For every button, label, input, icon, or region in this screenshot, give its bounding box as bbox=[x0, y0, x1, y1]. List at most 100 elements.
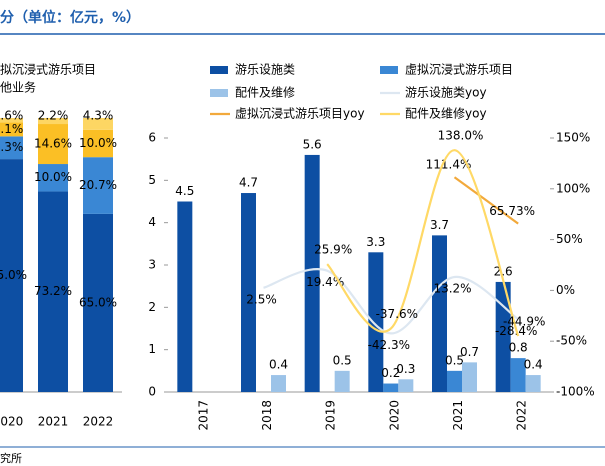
bar-segment bbox=[38, 118, 68, 125]
y2-tick-label: 0% bbox=[556, 283, 575, 297]
data-label: 10.0% bbox=[34, 170, 72, 184]
bar-segment bbox=[83, 157, 113, 214]
data-label: 0.3 bbox=[396, 362, 415, 376]
y2-tick-label: -50% bbox=[556, 334, 587, 348]
x-tick-label: 2017 bbox=[196, 400, 210, 431]
x-tick-label: 2019 bbox=[324, 400, 338, 431]
x-tick-label: 2022 bbox=[83, 415, 114, 429]
y-tick-label: 6 bbox=[148, 131, 156, 145]
bar bbox=[398, 379, 414, 392]
legend-label: 配件及维修 bbox=[235, 85, 295, 100]
legend-label: 其他业务 bbox=[0, 80, 36, 95]
data-label: 8.3% bbox=[0, 140, 23, 154]
data-label: 0.8 bbox=[509, 341, 528, 355]
data-label: -42.3% bbox=[368, 338, 410, 352]
legend-label: 游乐设施类 bbox=[235, 63, 295, 77]
bar-segment bbox=[38, 164, 68, 192]
data-label: 14.6% bbox=[34, 137, 72, 151]
data-label: 13.2% bbox=[433, 281, 471, 295]
y2-tick-label: 100% bbox=[556, 181, 590, 195]
legend-label: 配件及维修yoy bbox=[405, 106, 487, 121]
x-tick-label: 2018 bbox=[260, 400, 274, 431]
data-label: 4.7 bbox=[239, 176, 258, 190]
y2-tick-label: -100% bbox=[556, 385, 595, 399]
data-label: 0.4 bbox=[269, 358, 288, 372]
bar-segment bbox=[0, 118, 23, 123]
page-title: 分（单位：亿元，%） bbox=[0, 9, 140, 26]
y-tick-label: 2 bbox=[148, 300, 156, 314]
data-label: -44.9% bbox=[503, 315, 545, 329]
bar-segment bbox=[83, 118, 113, 130]
data-label: 85.0% bbox=[0, 268, 27, 282]
bar-segment bbox=[38, 191, 68, 392]
data-label: 73.2% bbox=[34, 284, 72, 298]
bar-segment bbox=[83, 129, 113, 158]
data-label: 2.6 bbox=[494, 264, 513, 278]
data-label: 2.2% bbox=[38, 109, 69, 123]
data-label: 2.5% bbox=[246, 292, 277, 306]
bar bbox=[271, 375, 286, 392]
bar bbox=[447, 370, 462, 392]
bar-segment bbox=[0, 136, 23, 160]
legend-label: 游乐设施类yoy bbox=[405, 86, 487, 100]
data-label: 111.4% bbox=[426, 158, 472, 172]
data-label: -37.6% bbox=[376, 307, 418, 321]
x-tick-label: 2020 bbox=[0, 415, 23, 429]
y-tick-label: 0 bbox=[148, 385, 156, 399]
y-tick-label: 3 bbox=[148, 258, 156, 272]
bar-segment bbox=[83, 213, 113, 392]
data-label: 138.0% bbox=[438, 129, 484, 143]
bar-segment bbox=[0, 159, 23, 392]
bar bbox=[241, 193, 256, 392]
source-note: 究所 bbox=[0, 451, 22, 465]
legend-swatch bbox=[210, 66, 228, 74]
bar bbox=[368, 252, 384, 392]
y-tick-label: 4 bbox=[148, 215, 156, 229]
data-label: 19.4% bbox=[306, 275, 344, 289]
bar bbox=[383, 383, 399, 392]
y-tick-label: 5 bbox=[148, 173, 156, 187]
data-label: 5.6 bbox=[303, 137, 322, 151]
y2-tick-label: 150% bbox=[556, 131, 590, 145]
data-label: 0.2 bbox=[381, 366, 400, 380]
data-label: 3.7 bbox=[430, 218, 449, 232]
x-tick-label: 2020 bbox=[387, 400, 401, 431]
yoy-line bbox=[326, 149, 520, 337]
data-label: 3.3 bbox=[366, 235, 385, 249]
y-tick-label: 1 bbox=[148, 342, 156, 356]
legend-swatch bbox=[380, 66, 398, 74]
y2-tick-label: 50% bbox=[556, 232, 583, 246]
data-label: 0.5 bbox=[445, 353, 464, 367]
data-label: 65.0% bbox=[79, 295, 117, 309]
bar-segment bbox=[38, 124, 68, 165]
data-label: 0.7 bbox=[460, 345, 479, 359]
data-label: 5.1% bbox=[0, 122, 23, 136]
data-label: 10.0% bbox=[79, 136, 117, 150]
legend-label: 虚拟沉浸式游乐项目 bbox=[405, 63, 513, 77]
data-label: 0.4 bbox=[524, 358, 543, 372]
data-label: 4.5 bbox=[175, 184, 194, 198]
bar bbox=[462, 362, 477, 392]
yoy-line bbox=[263, 268, 519, 335]
bar bbox=[304, 154, 320, 392]
bar-segment bbox=[0, 122, 23, 137]
x-tick-label: 2022 bbox=[515, 400, 529, 431]
legend-label: 虚拟沉浸式游乐项目yoy bbox=[235, 107, 365, 121]
yoy-line bbox=[453, 176, 519, 225]
legend-swatch bbox=[210, 89, 228, 97]
x-tick-label: 2021 bbox=[451, 400, 465, 431]
legend-label: 虚拟沉浸式游乐项目 bbox=[0, 63, 96, 77]
data-label: 0.5 bbox=[333, 353, 352, 367]
bar bbox=[177, 201, 193, 392]
bar bbox=[432, 235, 447, 392]
data-label: 1.6% bbox=[0, 109, 23, 123]
bar bbox=[334, 370, 350, 392]
data-label: 25.9% bbox=[314, 243, 352, 257]
bar bbox=[525, 375, 541, 392]
data-label: 4.3% bbox=[83, 109, 114, 123]
data-label: 65.73% bbox=[489, 204, 535, 218]
bar bbox=[510, 358, 526, 392]
data-label: 20.7% bbox=[79, 178, 117, 192]
